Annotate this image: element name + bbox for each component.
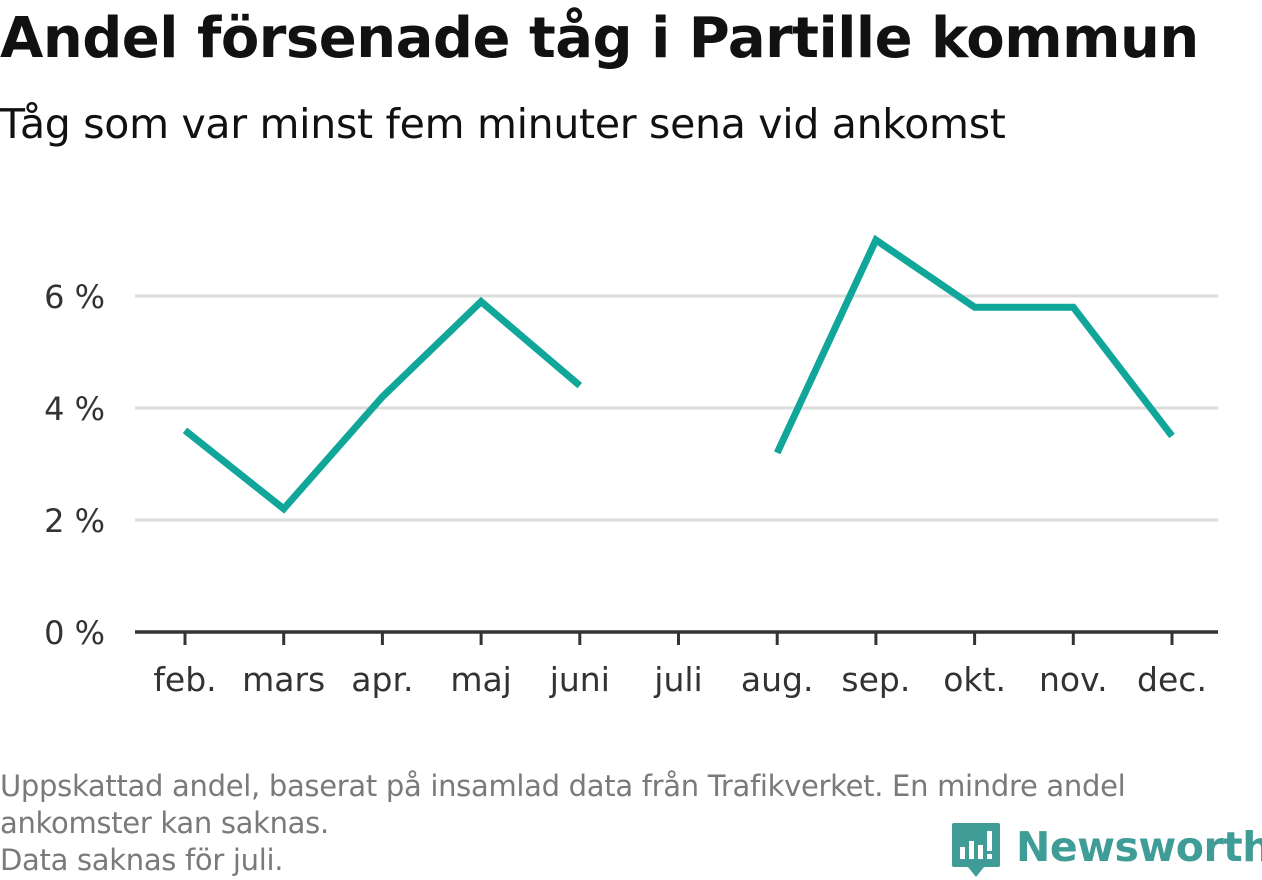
x-tick-label: feb. xyxy=(153,660,216,699)
x-tick-label: okt. xyxy=(943,660,1006,699)
x-tick-label: maj xyxy=(450,660,512,699)
x-tick-label: aug. xyxy=(741,660,814,699)
x-tick-label: juni xyxy=(549,660,610,699)
x-tick-label: nov. xyxy=(1039,660,1108,699)
x-tick-label: apr. xyxy=(351,660,413,699)
brand-name: Newsworthy xyxy=(1016,823,1262,871)
x-axis: feb. mars apr. maj juni juli aug. sep. okt. nov. d… xyxy=(135,630,1218,699)
chart-subtitle: Tåg som var minst fem minuter sena vid a… xyxy=(0,100,1006,148)
footnote-line-2: ankomster kan saknas. xyxy=(0,806,329,840)
chart-footnote: Uppskattad andel, baserat på insamlad da… xyxy=(0,768,1250,879)
y-tick-label: 6 % xyxy=(44,278,105,316)
y-tick-label: 4 % xyxy=(44,390,105,428)
newsworthy-logo-icon xyxy=(952,823,1000,877)
series-lines xyxy=(182,234,1175,514)
y-axis-ticks: 0 % 2 % 4 % 6 % xyxy=(44,278,105,652)
series-line xyxy=(182,296,583,514)
footnote-line-1: Uppskattad andel, baserat på insamlad da… xyxy=(0,769,1126,803)
x-tick-label: sep. xyxy=(841,660,910,699)
x-tick-label: dec. xyxy=(1137,660,1207,699)
y-tick-label: 2 % xyxy=(44,502,105,540)
brand: Newsworthy xyxy=(950,820,1262,880)
chart-title: Andel försenade tåg i Partille kommun xyxy=(0,6,1199,71)
footnote-line-3: Data saknas för juli. xyxy=(0,843,284,877)
series-line xyxy=(774,234,1175,455)
gridlines xyxy=(135,294,1218,522)
y-tick-label: 0 % xyxy=(44,614,105,652)
x-tick-label: mars xyxy=(242,660,325,699)
x-tick-label: juli xyxy=(653,660,702,699)
